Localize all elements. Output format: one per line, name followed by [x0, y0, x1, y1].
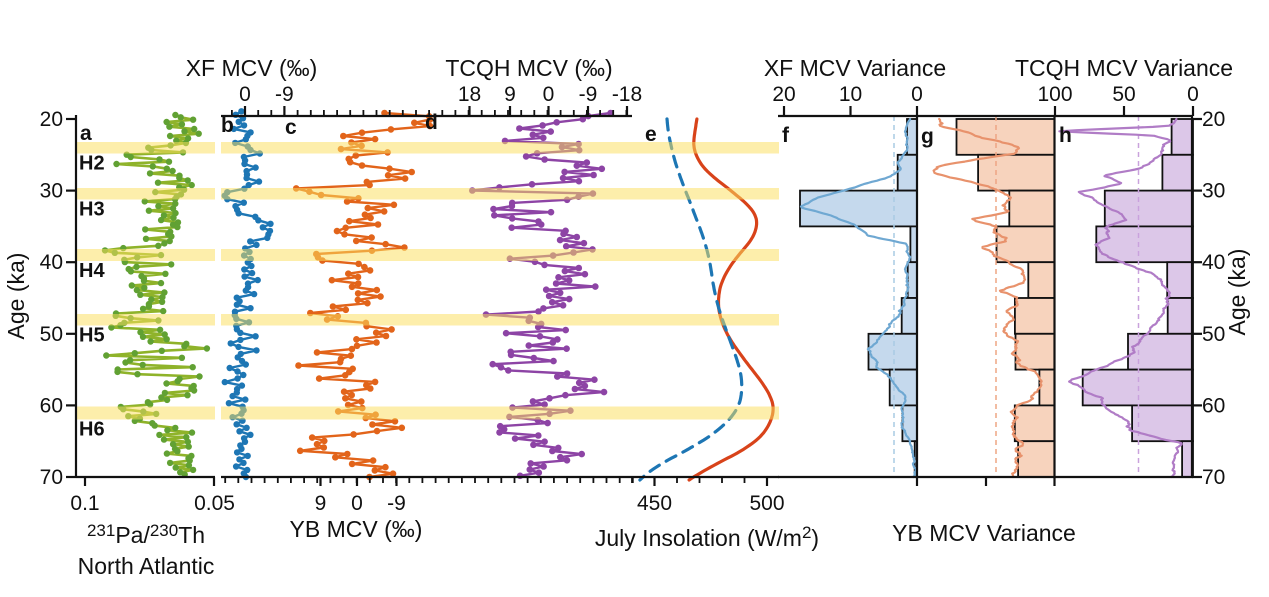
svg-text:-9: -9 — [387, 492, 406, 515]
svg-text:0: 0 — [1187, 83, 1199, 106]
svg-text:60: 60 — [1202, 394, 1225, 417]
svg-text:30: 30 — [1202, 180, 1225, 203]
svg-text:20: 20 — [772, 83, 795, 106]
svg-text:H4: H4 — [79, 260, 105, 282]
svg-text:a: a — [80, 122, 92, 145]
svg-text:g: g — [921, 125, 934, 148]
svg-text:Age (ka): Age (ka) — [1224, 249, 1250, 336]
svg-text:H2: H2 — [79, 153, 105, 175]
svg-text:YB MCV (‰): YB MCV (‰) — [290, 516, 423, 542]
svg-text:20: 20 — [1202, 108, 1225, 131]
svg-text:0: 0 — [351, 492, 363, 515]
svg-text:231Pa/230Th: 231Pa/230Th — [87, 521, 205, 548]
svg-text:9: 9 — [504, 83, 516, 106]
svg-text:H3: H3 — [79, 199, 105, 221]
svg-text:70: 70 — [1202, 466, 1225, 489]
svg-text:b: b — [221, 114, 234, 137]
svg-text:f: f — [782, 124, 790, 147]
svg-text:H5: H5 — [79, 325, 105, 347]
svg-text:20: 20 — [40, 108, 63, 131]
svg-text:-18: -18 — [612, 83, 642, 106]
svg-text:0: 0 — [239, 83, 251, 106]
svg-text:50: 50 — [1112, 83, 1135, 106]
svg-text:0.1: 0.1 — [70, 492, 99, 515]
svg-text:30: 30 — [40, 180, 63, 203]
svg-text:-9: -9 — [275, 83, 294, 106]
svg-text:10: 10 — [839, 83, 862, 106]
svg-text:450: 450 — [637, 492, 672, 515]
svg-text:TCQH MCV Variance: TCQH MCV Variance — [1015, 55, 1233, 81]
svg-text:50: 50 — [40, 323, 63, 346]
svg-text:c: c — [285, 116, 297, 139]
svg-text:60: 60 — [40, 394, 63, 417]
svg-text:0: 0 — [911, 83, 923, 106]
svg-text:0: 0 — [543, 83, 555, 106]
svg-text:XF MCV Variance: XF MCV Variance — [764, 55, 946, 81]
svg-text:500: 500 — [749, 492, 784, 515]
svg-text:July Insolation (W/m2): July Insolation (W/m2) — [595, 523, 819, 551]
svg-text:-9: -9 — [579, 83, 598, 106]
svg-text:50: 50 — [1202, 323, 1225, 346]
svg-text:d: d — [425, 111, 438, 134]
svg-text:18: 18 — [458, 83, 481, 106]
svg-text:100: 100 — [1037, 83, 1072, 106]
svg-text:70: 70 — [40, 466, 63, 489]
svg-text:TCQH MCV (‰): TCQH MCV (‰) — [445, 55, 612, 81]
svg-text:h: h — [1059, 124, 1072, 147]
svg-text:H6: H6 — [79, 419, 105, 441]
svg-text:YB MCV Variance: YB MCV Variance — [892, 520, 1076, 546]
svg-text:0.05: 0.05 — [194, 492, 235, 515]
svg-text:XF MCV (‰): XF MCV (‰) — [186, 55, 318, 81]
svg-text:40: 40 — [40, 251, 63, 274]
svg-text:e: e — [645, 123, 657, 146]
svg-text:North Atlantic: North Atlantic — [78, 553, 215, 579]
svg-text:9: 9 — [315, 492, 327, 515]
svg-text:40: 40 — [1202, 251, 1225, 274]
svg-text:Age (ka): Age (ka) — [3, 253, 29, 340]
